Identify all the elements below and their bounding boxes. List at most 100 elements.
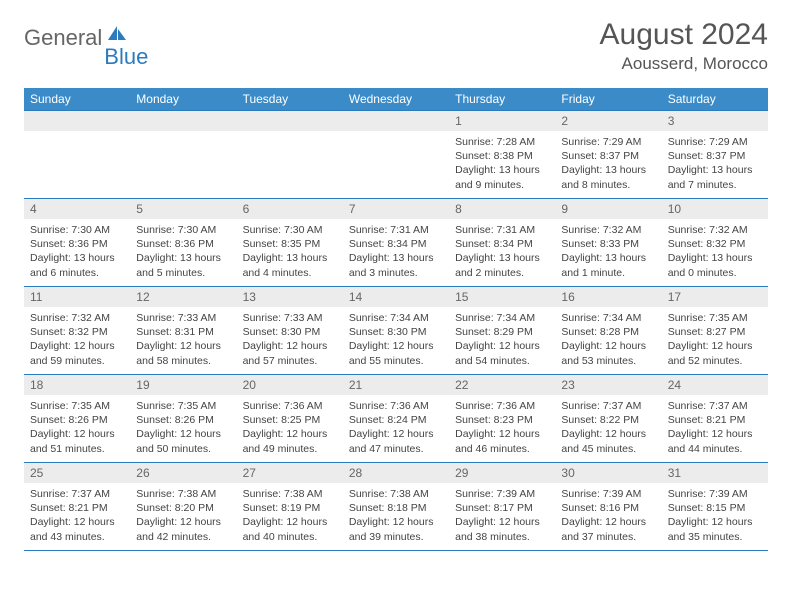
sunset-line: Sunset: 8:19 PM xyxy=(243,501,337,515)
daylight-line: Daylight: 12 hours and 50 minutes. xyxy=(136,427,230,455)
sunrise-line: Sunrise: 7:36 AM xyxy=(349,399,443,413)
daylight-line: Daylight: 13 hours and 8 minutes. xyxy=(561,163,655,191)
day-number: 31 xyxy=(662,463,768,483)
daylight-line: Daylight: 13 hours and 6 minutes. xyxy=(30,251,124,279)
day-details: Sunrise: 7:35 AMSunset: 8:26 PMDaylight:… xyxy=(130,395,236,462)
calendar-cell: 4Sunrise: 7:30 AMSunset: 8:36 PMDaylight… xyxy=(24,199,130,287)
calendar-cell: 29Sunrise: 7:39 AMSunset: 8:17 PMDayligh… xyxy=(449,463,555,551)
day-details: Sunrise: 7:30 AMSunset: 8:35 PMDaylight:… xyxy=(237,219,343,286)
sunset-line: Sunset: 8:25 PM xyxy=(243,413,337,427)
location-text: Aousserd, Morocco xyxy=(600,54,768,74)
sunset-line: Sunset: 8:20 PM xyxy=(136,501,230,515)
sunrise-line: Sunrise: 7:39 AM xyxy=(455,487,549,501)
sunset-line: Sunset: 8:17 PM xyxy=(455,501,549,515)
sunrise-line: Sunrise: 7:35 AM xyxy=(30,399,124,413)
sunrise-line: Sunrise: 7:34 AM xyxy=(349,311,443,325)
sunset-line: Sunset: 8:37 PM xyxy=(561,149,655,163)
month-title: August 2024 xyxy=(600,18,768,52)
day-number: 13 xyxy=(237,287,343,307)
day-number: 9 xyxy=(555,199,661,219)
daylight-line: Daylight: 12 hours and 54 minutes. xyxy=(455,339,549,367)
calendar-cell: 17Sunrise: 7:35 AMSunset: 8:27 PMDayligh… xyxy=(662,287,768,375)
logo: General Blue xyxy=(24,24,130,52)
day-number: 8 xyxy=(449,199,555,219)
sunrise-line: Sunrise: 7:35 AM xyxy=(136,399,230,413)
calendar-cell: 15Sunrise: 7:34 AMSunset: 8:29 PMDayligh… xyxy=(449,287,555,375)
day-details: Sunrise: 7:29 AMSunset: 8:37 PMDaylight:… xyxy=(662,131,768,198)
calendar-table: SundayMondayTuesdayWednesdayThursdayFrid… xyxy=(24,88,768,551)
calendar-cell: 23Sunrise: 7:37 AMSunset: 8:22 PMDayligh… xyxy=(555,375,661,463)
sunset-line: Sunset: 8:29 PM xyxy=(455,325,549,339)
sunrise-line: Sunrise: 7:39 AM xyxy=(561,487,655,501)
sunset-line: Sunset: 8:18 PM xyxy=(349,501,443,515)
day-number: 7 xyxy=(343,199,449,219)
daylight-line: Daylight: 13 hours and 4 minutes. xyxy=(243,251,337,279)
day-details: Sunrise: 7:35 AMSunset: 8:27 PMDaylight:… xyxy=(662,307,768,374)
calendar-cell-empty xyxy=(237,111,343,199)
sunrise-line: Sunrise: 7:37 AM xyxy=(668,399,762,413)
daylight-line: Daylight: 12 hours and 43 minutes. xyxy=(30,515,124,543)
day-number: 20 xyxy=(237,375,343,395)
sunrise-line: Sunrise: 7:37 AM xyxy=(30,487,124,501)
sunset-line: Sunset: 8:37 PM xyxy=(668,149,762,163)
day-details: Sunrise: 7:38 AMSunset: 8:20 PMDaylight:… xyxy=(130,483,236,550)
sunset-line: Sunset: 8:33 PM xyxy=(561,237,655,251)
calendar-cell: 11Sunrise: 7:32 AMSunset: 8:32 PMDayligh… xyxy=(24,287,130,375)
logo-text-general: General xyxy=(24,25,102,51)
sunrise-line: Sunrise: 7:37 AM xyxy=(561,399,655,413)
sunrise-line: Sunrise: 7:33 AM xyxy=(136,311,230,325)
sunset-line: Sunset: 8:32 PM xyxy=(30,325,124,339)
day-number: 21 xyxy=(343,375,449,395)
sunset-line: Sunset: 8:38 PM xyxy=(455,149,549,163)
sunrise-line: Sunrise: 7:31 AM xyxy=(349,223,443,237)
calendar-cell: 13Sunrise: 7:33 AMSunset: 8:30 PMDayligh… xyxy=(237,287,343,375)
day-details: Sunrise: 7:32 AMSunset: 8:32 PMDaylight:… xyxy=(24,307,130,374)
calendar-cell: 8Sunrise: 7:31 AMSunset: 8:34 PMDaylight… xyxy=(449,199,555,287)
sunrise-line: Sunrise: 7:39 AM xyxy=(668,487,762,501)
day-number: 10 xyxy=(662,199,768,219)
day-number: 3 xyxy=(662,111,768,131)
day-number: 22 xyxy=(449,375,555,395)
day-number: 30 xyxy=(555,463,661,483)
day-number: 18 xyxy=(24,375,130,395)
day-details: Sunrise: 7:39 AMSunset: 8:16 PMDaylight:… xyxy=(555,483,661,550)
title-block: August 2024 Aousserd, Morocco xyxy=(600,18,768,74)
day-number: 1 xyxy=(449,111,555,131)
sunrise-line: Sunrise: 7:34 AM xyxy=(455,311,549,325)
calendar-cell: 24Sunrise: 7:37 AMSunset: 8:21 PMDayligh… xyxy=(662,375,768,463)
daylight-line: Daylight: 12 hours and 35 minutes. xyxy=(668,515,762,543)
sunset-line: Sunset: 8:34 PM xyxy=(455,237,549,251)
calendar-cell: 2Sunrise: 7:29 AMSunset: 8:37 PMDaylight… xyxy=(555,111,661,199)
sunset-line: Sunset: 8:31 PM xyxy=(136,325,230,339)
sunset-line: Sunset: 8:35 PM xyxy=(243,237,337,251)
sunset-line: Sunset: 8:22 PM xyxy=(561,413,655,427)
daylight-line: Daylight: 12 hours and 37 minutes. xyxy=(561,515,655,543)
daylight-line: Daylight: 12 hours and 39 minutes. xyxy=(349,515,443,543)
calendar-row: 4Sunrise: 7:30 AMSunset: 8:36 PMDaylight… xyxy=(24,199,768,287)
calendar-row: 25Sunrise: 7:37 AMSunset: 8:21 PMDayligh… xyxy=(24,463,768,551)
daylight-line: Daylight: 12 hours and 49 minutes. xyxy=(243,427,337,455)
day-details: Sunrise: 7:32 AMSunset: 8:33 PMDaylight:… xyxy=(555,219,661,286)
sunset-line: Sunset: 8:21 PM xyxy=(668,413,762,427)
daylight-line: Daylight: 13 hours and 2 minutes. xyxy=(455,251,549,279)
sunrise-line: Sunrise: 7:38 AM xyxy=(136,487,230,501)
sunrise-line: Sunrise: 7:35 AM xyxy=(668,311,762,325)
logo-text-blue: Blue xyxy=(104,44,148,70)
daylight-line: Daylight: 12 hours and 59 minutes. xyxy=(30,339,124,367)
calendar-cell: 26Sunrise: 7:38 AMSunset: 8:20 PMDayligh… xyxy=(130,463,236,551)
sunset-line: Sunset: 8:30 PM xyxy=(243,325,337,339)
calendar-cell: 5Sunrise: 7:30 AMSunset: 8:36 PMDaylight… xyxy=(130,199,236,287)
calendar-cell: 9Sunrise: 7:32 AMSunset: 8:33 PMDaylight… xyxy=(555,199,661,287)
day-number-empty xyxy=(130,111,236,131)
day-number: 19 xyxy=(130,375,236,395)
calendar-cell: 21Sunrise: 7:36 AMSunset: 8:24 PMDayligh… xyxy=(343,375,449,463)
sunrise-line: Sunrise: 7:30 AM xyxy=(243,223,337,237)
day-details: Sunrise: 7:36 AMSunset: 8:25 PMDaylight:… xyxy=(237,395,343,462)
day-number: 28 xyxy=(343,463,449,483)
calendar-cell: 20Sunrise: 7:36 AMSunset: 8:25 PMDayligh… xyxy=(237,375,343,463)
weekday-header: Thursday xyxy=(449,88,555,111)
day-details: Sunrise: 7:34 AMSunset: 8:29 PMDaylight:… xyxy=(449,307,555,374)
calendar-row: 18Sunrise: 7:35 AMSunset: 8:26 PMDayligh… xyxy=(24,375,768,463)
daylight-line: Daylight: 12 hours and 51 minutes. xyxy=(30,427,124,455)
day-details: Sunrise: 7:36 AMSunset: 8:23 PMDaylight:… xyxy=(449,395,555,462)
